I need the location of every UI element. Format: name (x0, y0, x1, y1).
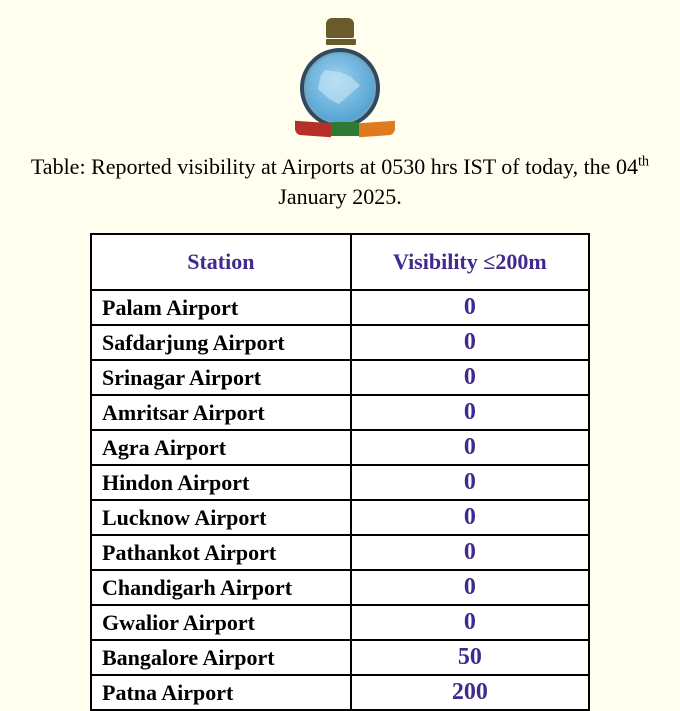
cell-visibility: 50 (351, 640, 589, 675)
table-row: Agra Airport0 (91, 430, 589, 465)
cell-station: Srinagar Airport (91, 360, 351, 395)
table-row: Amritsar Airport0 (91, 395, 589, 430)
table-row: Srinagar Airport0 (91, 360, 589, 395)
visibility-table: Station Visibility ≤200m Palam Airport0S… (90, 233, 590, 711)
table-row: Safdarjung Airport0 (91, 325, 589, 360)
cell-visibility: 0 (351, 360, 589, 395)
table-header-row: Station Visibility ≤200m (91, 234, 589, 290)
table-row: Lucknow Airport0 (91, 500, 589, 535)
cell-station: Hindon Airport (91, 465, 351, 500)
table-row: Palam Airport0 (91, 290, 589, 325)
cell-visibility: 0 (351, 395, 589, 430)
cell-station: Lucknow Airport (91, 500, 351, 535)
table-row: Bangalore Airport50 (91, 640, 589, 675)
logo-container (0, 18, 680, 138)
cell-visibility: 200 (351, 675, 589, 710)
cell-station: Safdarjung Airport (91, 325, 351, 360)
cell-station: Gwalior Airport (91, 605, 351, 640)
cell-visibility: 0 (351, 430, 589, 465)
caption-ordinal-sup: th (638, 154, 649, 170)
cell-station: Agra Airport (91, 430, 351, 465)
cell-visibility: 0 (351, 570, 589, 605)
ribbon-icon (295, 122, 395, 136)
cell-station: Palam Airport (91, 290, 351, 325)
caption-prefix: Table: Reported visibility at Airports a… (31, 154, 638, 179)
cell-station: Amritsar Airport (91, 395, 351, 430)
caption-suffix: January 2025. (278, 184, 401, 209)
cell-visibility: 0 (351, 465, 589, 500)
table-row: Hindon Airport0 (91, 465, 589, 500)
cell-visibility: 0 (351, 605, 589, 640)
table-row: Pathankot Airport0 (91, 535, 589, 570)
emblem-icon (326, 18, 354, 46)
cell-visibility: 0 (351, 500, 589, 535)
col-header-station: Station (91, 234, 351, 290)
table-caption: Table: Reported visibility at Airports a… (30, 152, 650, 211)
cell-visibility: 0 (351, 325, 589, 360)
table-wrap: Station Visibility ≤200m Palam Airport0S… (0, 233, 680, 711)
cell-station: Chandigarh Airport (91, 570, 351, 605)
imd-logo (295, 18, 385, 138)
cell-station: Bangalore Airport (91, 640, 351, 675)
cell-station: Pathankot Airport (91, 535, 351, 570)
col-header-visibility: Visibility ≤200m (351, 234, 589, 290)
globe-disc-icon (300, 48, 380, 128)
cell-station: Patna Airport (91, 675, 351, 710)
cell-visibility: 0 (351, 535, 589, 570)
table-row: Gwalior Airport0 (91, 605, 589, 640)
cell-visibility: 0 (351, 290, 589, 325)
table-row: Patna Airport200 (91, 675, 589, 710)
table-row: Chandigarh Airport0 (91, 570, 589, 605)
table-body: Palam Airport0Safdarjung Airport0Srinaga… (91, 290, 589, 710)
page: Table: Reported visibility at Airports a… (0, 0, 680, 662)
